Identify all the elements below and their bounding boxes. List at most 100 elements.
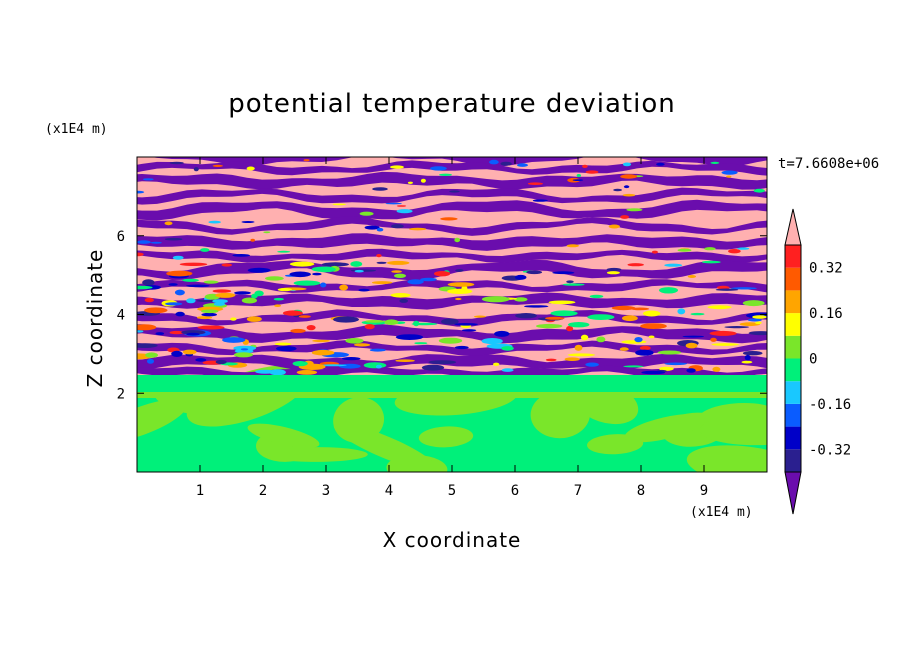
contour-speck	[196, 316, 213, 320]
contour-speck	[274, 342, 292, 346]
contour-speck	[241, 221, 255, 223]
contour-speck	[576, 174, 581, 177]
contour-speck	[359, 211, 374, 216]
x-unit-label: (x1E4 m)	[690, 505, 753, 520]
contour-speck	[659, 366, 674, 371]
contour-band	[137, 233, 767, 251]
contour-speck	[656, 162, 665, 166]
contour-speck	[567, 353, 596, 357]
colorbar-swatch	[785, 267, 801, 291]
contour-speck	[515, 313, 537, 319]
colorbar-label: 0.32	[809, 261, 843, 277]
contour-speck	[716, 285, 730, 290]
colorbar-swatch	[785, 426, 801, 450]
contour-speck	[321, 262, 349, 267]
contour-speck	[169, 330, 184, 335]
contour-speck	[548, 300, 576, 305]
contour-speck	[640, 323, 667, 329]
contour-speck	[501, 368, 514, 372]
contour-speck	[566, 280, 574, 284]
contour-band	[137, 171, 767, 190]
contour-speck	[619, 347, 629, 351]
contour-speck	[413, 320, 420, 327]
colorbar-min-triangle	[784, 471, 802, 515]
contour-speck	[461, 329, 477, 332]
contour-speck	[384, 319, 399, 326]
contour-speck	[186, 298, 196, 304]
contour-speck	[234, 291, 251, 295]
contour-speck	[241, 297, 257, 304]
contour-speck	[385, 202, 402, 205]
contour-speck	[182, 278, 199, 282]
contour-speck	[552, 271, 575, 275]
contour-speck	[545, 358, 557, 362]
contour-speck	[233, 352, 254, 358]
contour-speck	[289, 271, 311, 278]
x-axis-label: X coordinate	[383, 528, 522, 552]
colorbar-label: 0	[809, 352, 817, 368]
contour-speck	[394, 273, 406, 278]
contour-speck	[755, 321, 762, 325]
contour-speck	[744, 354, 751, 361]
contour-speck	[265, 276, 284, 281]
contour-speck	[375, 364, 382, 369]
contour-speck	[147, 358, 154, 364]
colorbar-swatch	[785, 358, 801, 382]
y-tick-label: 4	[117, 308, 125, 324]
contour-blob	[624, 413, 706, 443]
contour-speck	[137, 343, 158, 348]
x-tick-label: 1	[196, 483, 204, 499]
contour-speck	[622, 193, 636, 197]
contour-speck	[390, 165, 404, 169]
contour-speck	[150, 241, 162, 244]
contour-band	[137, 187, 767, 205]
contour-speck	[726, 175, 732, 178]
contour-speck	[635, 349, 654, 356]
layer-boundary-band	[137, 375, 767, 392]
contour-speck	[742, 351, 763, 356]
contour-speck	[690, 312, 705, 316]
contour-speck	[434, 271, 451, 277]
colorbar-swatch	[785, 290, 801, 314]
contour-speck	[710, 337, 717, 342]
y-axis: 2 4 6	[117, 229, 767, 402]
contour-speck	[630, 307, 650, 311]
contour-speck	[501, 346, 514, 351]
contour-speck	[523, 305, 549, 308]
contour-speck	[664, 263, 683, 267]
contour-blob	[137, 399, 187, 443]
contour-speck	[273, 297, 284, 301]
colorbar-swatch	[785, 449, 801, 472]
contour-speck	[421, 364, 445, 371]
contour-band	[137, 324, 767, 344]
contour-speck	[142, 178, 154, 181]
contour-speck	[289, 261, 315, 267]
contour-speck	[399, 298, 409, 303]
contour-speck	[447, 288, 473, 294]
contour-speck	[320, 282, 327, 288]
contour-speck	[545, 316, 565, 320]
contour-speck	[182, 349, 197, 355]
contour-speck	[441, 318, 459, 325]
contour-speck	[585, 170, 599, 174]
contour-speck	[753, 188, 765, 193]
contour-speck	[233, 345, 256, 351]
contour-speck	[179, 262, 208, 266]
contour-speck	[414, 342, 428, 345]
contour-speck	[311, 266, 333, 272]
contour-speck	[282, 310, 303, 316]
x-tick-label: 7	[574, 483, 582, 499]
contour-speck	[292, 361, 308, 367]
contour-speck	[263, 231, 271, 234]
contour-speck	[687, 275, 697, 278]
contour-blob	[418, 426, 474, 448]
contour-speck	[215, 359, 227, 365]
contour-speck	[222, 337, 246, 343]
y-tick-label: 2	[117, 386, 125, 402]
contour-speck	[171, 350, 183, 357]
contour-speck	[201, 309, 219, 314]
contour-speck	[376, 227, 384, 232]
contour-speck	[230, 317, 237, 321]
chart-title: potential temperature deviation	[228, 89, 675, 119]
contour-speck	[613, 188, 622, 192]
